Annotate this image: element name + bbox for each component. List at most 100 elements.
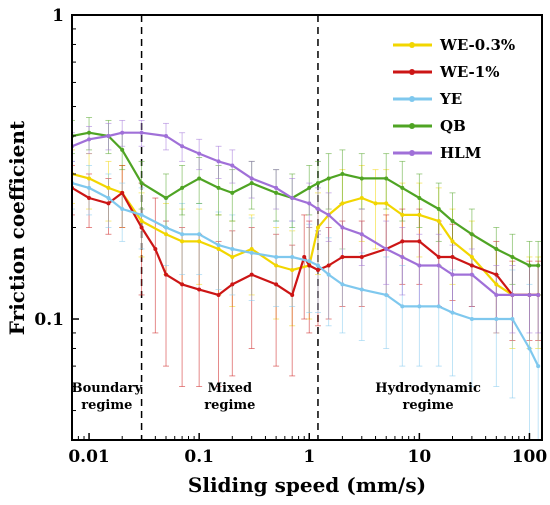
data-point <box>469 317 474 322</box>
data-point <box>340 171 345 176</box>
x-axis-title: Sliding speed (mm/s) <box>188 473 426 497</box>
data-point <box>326 176 331 181</box>
data-point <box>315 225 320 230</box>
y-tick-label: 0.1 <box>34 310 64 330</box>
data-point <box>139 181 144 186</box>
regime-boundaries <box>140 15 319 440</box>
data-point <box>197 232 202 237</box>
regime-label: regime <box>402 398 453 413</box>
data-point <box>326 212 331 217</box>
data-point <box>436 254 441 259</box>
data-point <box>400 304 405 309</box>
legend-marker <box>409 69 415 75</box>
data-point <box>384 292 389 297</box>
data-point <box>307 201 312 206</box>
data-point <box>450 272 455 277</box>
data-point <box>230 190 235 195</box>
data-point <box>510 292 515 297</box>
data-point <box>302 254 307 259</box>
data-point <box>216 159 221 164</box>
data-point <box>87 137 92 142</box>
legend-marker <box>409 42 415 48</box>
regime-label: regime <box>204 398 255 413</box>
data-point <box>230 282 235 287</box>
data-point <box>180 282 185 287</box>
data-point <box>400 185 405 190</box>
data-point <box>216 243 221 248</box>
data-point <box>315 207 320 212</box>
data-point <box>436 207 441 212</box>
data-point <box>106 185 111 190</box>
data-point <box>450 239 455 244</box>
data-point <box>139 130 144 135</box>
data-point <box>139 225 144 230</box>
data-point <box>249 250 254 255</box>
data-point <box>340 225 345 230</box>
x-tick-label: 0.01 <box>68 447 109 467</box>
data-point <box>164 225 169 230</box>
data-point <box>274 263 279 268</box>
data-point <box>164 196 169 201</box>
data-point <box>359 232 364 237</box>
error-bars <box>72 117 542 440</box>
axis-ticks: 0.01 0.1 1 10 100 0.1 1 <box>34 6 547 467</box>
data-point <box>164 133 169 138</box>
data-point <box>164 232 169 237</box>
data-point <box>417 239 422 244</box>
data-point <box>230 163 235 168</box>
data-point <box>180 239 185 244</box>
data-point <box>249 246 254 251</box>
x-tick-label: 10 <box>408 447 432 467</box>
data-point <box>469 254 474 259</box>
data-point <box>384 246 389 251</box>
data-point <box>274 254 279 259</box>
legend-label: WE-1% <box>439 63 499 81</box>
legend-label: YE <box>439 90 462 108</box>
data-point <box>139 212 144 217</box>
data-point <box>315 263 320 268</box>
data-point <box>326 263 331 268</box>
data-point <box>106 201 111 206</box>
data-point <box>274 282 279 287</box>
legend-label: HLM <box>440 144 481 162</box>
data-point <box>340 254 345 259</box>
legend-label: QB <box>440 117 466 135</box>
data-point <box>87 176 92 181</box>
data-point <box>494 272 499 277</box>
legend-label: WE-0.3% <box>439 36 515 54</box>
y-axis-title: Friction coefficient <box>5 120 29 335</box>
data-point <box>197 151 202 156</box>
data-point <box>326 272 331 277</box>
data-point <box>274 190 279 195</box>
data-point <box>436 263 441 268</box>
data-point <box>436 304 441 309</box>
data-point <box>417 196 422 201</box>
data-point <box>120 190 125 195</box>
regime-label: Mixed <box>208 381 252 396</box>
data-point <box>197 239 202 244</box>
data-point <box>536 364 541 369</box>
data-point <box>494 246 499 251</box>
data-point <box>400 239 405 244</box>
data-point <box>315 181 320 186</box>
data-point <box>290 267 295 272</box>
data-point <box>400 212 405 217</box>
x-tick-label: 100 <box>512 447 548 467</box>
data-point <box>450 310 455 315</box>
data-point <box>216 185 221 190</box>
data-point <box>510 254 515 259</box>
series-line-HLM <box>72 131 539 296</box>
data-point <box>373 201 378 206</box>
data-point <box>106 196 111 201</box>
series-line-QB <box>72 131 539 267</box>
data-point <box>436 219 441 224</box>
data-point <box>469 263 474 268</box>
data-point <box>536 263 541 268</box>
y-tick-label: 1 <box>52 6 64 26</box>
legend-marker <box>409 150 415 156</box>
data-point <box>527 346 532 351</box>
x-tick-label: 1 <box>303 447 315 467</box>
data-point <box>527 292 532 297</box>
data-point <box>249 181 254 186</box>
